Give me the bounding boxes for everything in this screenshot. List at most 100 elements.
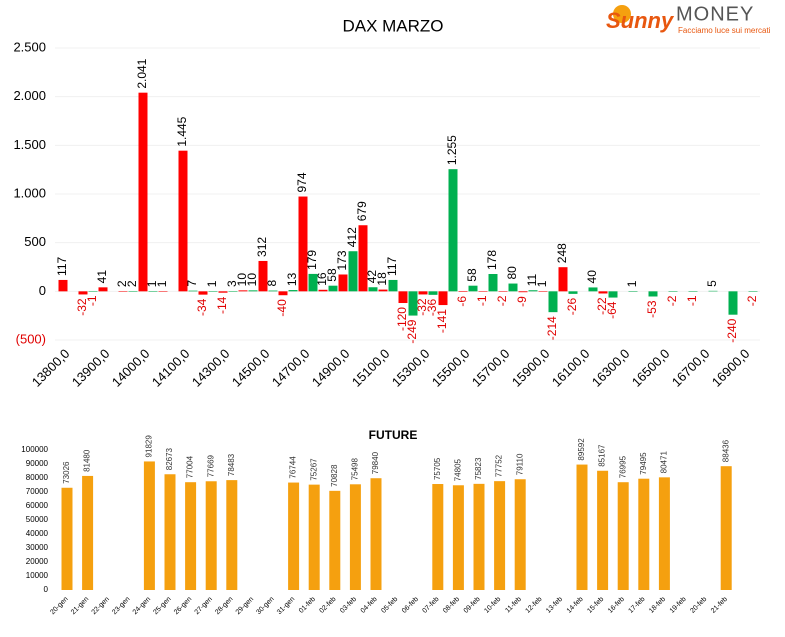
- bar: [358, 225, 368, 292]
- x-tick-label: 15700,0: [469, 346, 513, 390]
- value-label: 58: [465, 268, 479, 282]
- bar: [608, 291, 618, 298]
- bar: [538, 291, 548, 292]
- value-label: 73026: [62, 461, 71, 484]
- value-label: 76995: [618, 455, 627, 478]
- bar: [558, 267, 568, 292]
- y-tick-label: 10000: [26, 571, 49, 580]
- bar: [308, 484, 320, 590]
- y-tick-label: 30000: [26, 543, 49, 552]
- x-tick-label: 26-gen: [173, 596, 193, 616]
- value-label: 42: [365, 270, 379, 284]
- bar: [308, 273, 318, 292]
- x-tick-label: 03-feb: [339, 596, 358, 615]
- value-label: 312: [255, 237, 269, 257]
- bar: [78, 291, 88, 295]
- value-label: -9: [515, 296, 529, 307]
- x-tick-label: 15500,0: [429, 346, 473, 390]
- bar: [298, 196, 308, 292]
- x-tick-label: 07-feb: [422, 596, 441, 615]
- x-tick-label: 02-feb: [319, 596, 338, 615]
- x-tick-label: 28-gen: [214, 596, 234, 616]
- value-label: 75705: [433, 457, 442, 480]
- value-label: 117: [55, 256, 69, 275]
- value-label: -53: [645, 300, 659, 318]
- value-label: 974: [295, 172, 309, 192]
- x-tick-label: 01-feb: [298, 596, 317, 615]
- chart-title: DAX MARZO: [342, 16, 443, 35]
- bar: [348, 251, 358, 292]
- y-tick-label: 90000: [26, 459, 49, 468]
- bar: [588, 287, 598, 292]
- value-label: 412: [345, 227, 359, 247]
- value-label: 18: [375, 272, 389, 286]
- value-label: 1.445: [175, 116, 189, 146]
- bar: [428, 291, 438, 295]
- bar: [628, 291, 638, 292]
- x-tick-label: 25-gen: [152, 596, 172, 616]
- bar: [508, 283, 518, 292]
- brand-name: Sunny: [606, 8, 675, 33]
- bar: [258, 260, 268, 292]
- value-label: -1: [85, 295, 99, 306]
- value-label: 1: [535, 280, 549, 287]
- value-label: -32: [75, 298, 89, 316]
- bar: [418, 291, 428, 295]
- value-label: 82673: [165, 447, 174, 470]
- bar: [268, 290, 278, 292]
- bar: [528, 290, 538, 292]
- bar: [448, 169, 458, 292]
- bar: [205, 481, 217, 590]
- x-tick-label: 09-feb: [463, 596, 482, 615]
- bar: [228, 291, 238, 292]
- x-tick-label: 14500,0: [229, 346, 273, 390]
- value-label: -120: [395, 307, 409, 331]
- value-label: -6: [455, 296, 469, 307]
- value-label: 79495: [639, 452, 648, 475]
- y-tick-label: 1.000: [13, 185, 46, 200]
- value-label: 88436: [721, 439, 730, 462]
- value-label: 679: [355, 201, 369, 221]
- value-label: 5: [705, 280, 719, 287]
- value-label: -2: [665, 295, 679, 306]
- y-tick-label: 1.500: [13, 137, 46, 152]
- value-label: 81480: [83, 449, 92, 472]
- value-label: -22: [595, 297, 609, 315]
- value-label: -26: [565, 298, 579, 316]
- value-label: 8: [265, 280, 279, 287]
- x-tick-label: 16-feb: [607, 596, 626, 615]
- y-tick-label: 80000: [26, 473, 49, 482]
- value-label: 16: [315, 272, 329, 286]
- x-tick-label: 11-feb: [504, 596, 523, 615]
- bar: [458, 291, 468, 292]
- x-tick-label: 29-gen: [235, 596, 255, 616]
- x-tick-label: 18-feb: [648, 596, 667, 615]
- x-tick-label: 14300,0: [189, 346, 233, 390]
- bar: [518, 291, 528, 293]
- value-label: -249: [405, 319, 419, 343]
- x-tick-label: 04-feb: [360, 596, 379, 615]
- y-tick-label: (500): [16, 331, 46, 346]
- y-tick-label: 2.000: [13, 88, 46, 103]
- value-label: 75498: [351, 458, 360, 481]
- y-tick-label: 20000: [26, 557, 49, 566]
- value-label: 3: [225, 280, 239, 287]
- value-label: 2: [115, 280, 129, 287]
- bar: [143, 461, 155, 590]
- x-tick-label: 16500,0: [629, 346, 673, 390]
- value-label: 1: [205, 280, 219, 287]
- bar: [478, 291, 488, 292]
- value-label: 79840: [371, 451, 380, 474]
- y-tick-label: 500: [24, 234, 46, 249]
- bar: [185, 482, 197, 590]
- x-tick-label: 30-gen: [255, 596, 275, 616]
- bar: [473, 483, 485, 590]
- x-tick-label: 27-gen: [194, 596, 214, 616]
- x-tick-label: 10-feb: [483, 596, 502, 615]
- x-tick-label: 14-feb: [566, 596, 585, 615]
- bar: [378, 289, 388, 292]
- x-tick-label: 15-feb: [586, 596, 605, 615]
- bar: [688, 291, 698, 292]
- x-tick-label: 20-feb: [689, 596, 708, 615]
- chart-title: FUTURE: [369, 428, 418, 442]
